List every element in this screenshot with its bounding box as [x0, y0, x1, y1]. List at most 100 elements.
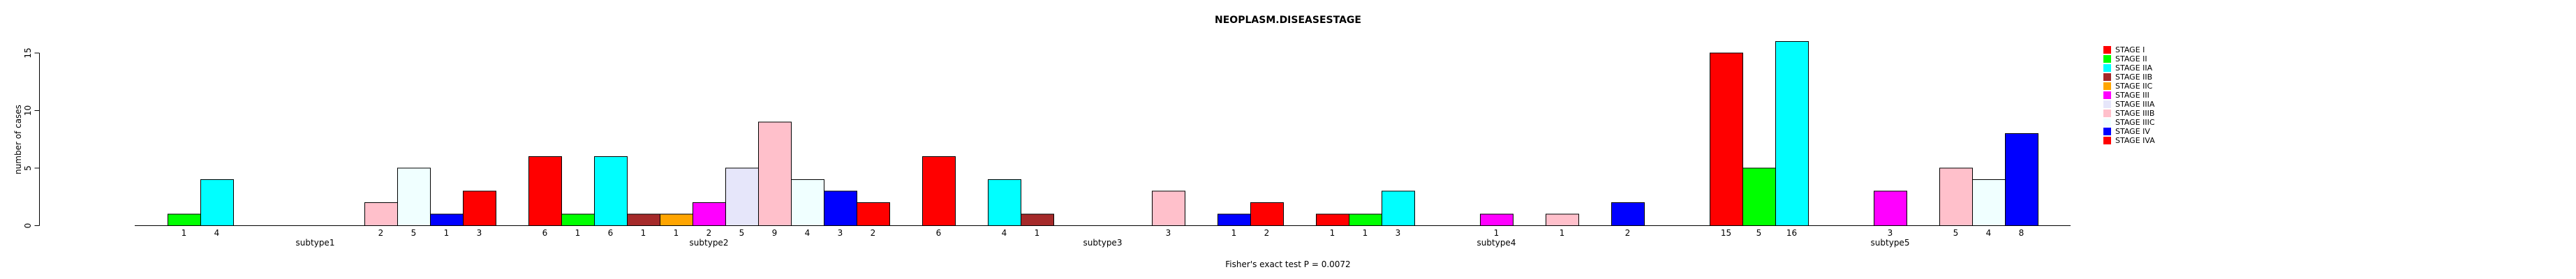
- legend-label: STAGE IIA: [2115, 63, 2153, 73]
- bar-subtype4-stage-ii: [1349, 213, 1382, 226]
- legend-swatch: [2103, 82, 2111, 90]
- bar-value-label: 2: [1625, 228, 1631, 238]
- category-label-subtype2: subtype2: [690, 238, 729, 248]
- bar-subtype5-stage-i: [1710, 52, 1743, 226]
- legend-item-stage-iiib: STAGE IIIB: [2103, 109, 2155, 118]
- legend-swatch: [2103, 119, 2111, 126]
- bar-value-label: 3: [838, 228, 843, 238]
- category-label-subtype3: subtype3: [1083, 238, 1123, 248]
- bar-subtype3-stage-iva: [1250, 202, 1284, 226]
- bar-value-label: 2: [871, 228, 876, 238]
- legend: STAGE I STAGE II STAGE IIA STAGE IIB STAGE I…: [2103, 45, 2155, 145]
- bar-subtype5-stage-iiib: [1939, 167, 1973, 226]
- legend-label: STAGE I: [2115, 45, 2145, 54]
- bar-value-label: 5: [739, 228, 745, 238]
- legend-label: STAGE IVA: [2115, 136, 2155, 145]
- legend-label: STAGE IV: [2115, 127, 2150, 136]
- bar-subtype1-stage-iiib: [364, 202, 398, 226]
- legend-label: STAGE IIIC: [2115, 118, 2155, 127]
- legend-swatch: [2103, 73, 2111, 81]
- bar-subtype2-stage-iva: [857, 202, 890, 226]
- legend-item-stage-iib: STAGE IIB: [2103, 73, 2155, 82]
- bar-subtype2-stage-iv: [824, 190, 857, 226]
- bar-value-label: 1: [1363, 228, 1368, 238]
- bar-value-label: 1: [1330, 228, 1335, 238]
- legend-swatch: [2103, 100, 2111, 108]
- y-axis-tick-label: 0: [23, 223, 33, 229]
- bar-value-label: 3: [1396, 228, 1401, 238]
- legend-item-stage-ii: STAGE II: [2103, 54, 2155, 63]
- bar-value-label: 5: [1756, 228, 1762, 238]
- bar-value-label: 1: [1494, 228, 1500, 238]
- bar-value-label: 1: [575, 228, 581, 238]
- bar-subtype4-stage-iia: [1382, 190, 1415, 226]
- legend-label: STAGE IIIA: [2115, 100, 2155, 109]
- bar-value-label: 6: [542, 228, 548, 238]
- bar-value-label: 6: [936, 228, 942, 238]
- y-axis-tick-label: 15: [23, 47, 33, 58]
- legend-item-stage-iva: STAGE IVA: [2103, 136, 2155, 145]
- bar-subtype1-stage-iiic: [397, 167, 431, 226]
- bar-subtype1-stage-iva: [463, 190, 496, 226]
- bar-subtype3-stage-iia: [988, 179, 1021, 226]
- bar-subtype5-stage-iv: [2005, 133, 2038, 226]
- bar-value-label: 4: [1002, 228, 1007, 238]
- bar-subtype2-stage-i: [528, 156, 562, 226]
- bar-value-label: 15: [1721, 228, 1731, 238]
- legend-item-stage-iic: STAGE IIC: [2103, 82, 2155, 91]
- legend-swatch: [2103, 137, 2111, 144]
- bar-value-label: 1: [444, 228, 450, 238]
- bar-subtype5-stage-iia: [1775, 41, 1809, 226]
- bar-subtype5-stage-iiic: [1972, 179, 2006, 226]
- bar-value-label: 3: [477, 228, 482, 238]
- bar-subtype2-stage-iia: [594, 156, 628, 226]
- bar-value-label: 1: [1560, 228, 1565, 238]
- bar-subtype1-stage-iia: [200, 179, 234, 226]
- bar-value-label: 4: [1986, 228, 1992, 238]
- bar-subtype4-stage-i: [1316, 213, 1349, 226]
- legend-swatch: [2103, 91, 2111, 99]
- legend-label: STAGE IIB: [2115, 73, 2153, 82]
- bar-value-label: 6: [608, 228, 614, 238]
- bar-subtype3-stage-iib: [1021, 213, 1054, 226]
- bar-value-label: 5: [411, 228, 417, 238]
- legend-label: STAGE II: [2115, 54, 2147, 63]
- legend-label: STAGE IIIB: [2115, 109, 2155, 118]
- chart-title: NEOPLASM.DISEASESTAGE: [1215, 15, 1361, 26]
- bar-subtype5-stage-iii: [1874, 190, 1907, 226]
- legend-swatch: [2103, 55, 2111, 63]
- bar-subtype5-stage-ii: [1742, 167, 1776, 226]
- bar-value-label: 2: [378, 228, 384, 238]
- bar-subtype4-stage-iiib: [1546, 213, 1579, 226]
- legend-item-stage-i: STAGE I: [2103, 45, 2155, 54]
- bar-value-label: 2: [706, 228, 712, 238]
- bar-subtype1-stage-iv: [430, 213, 464, 226]
- bar-subtype3-stage-iv: [1217, 213, 1251, 226]
- y-axis-tick-label: 5: [23, 165, 33, 171]
- bar-value-label: 1: [674, 228, 679, 238]
- bar-value-label: 2: [1264, 228, 1270, 238]
- legend-item-stage-iiia: STAGE IIIA: [2103, 100, 2155, 109]
- y-axis-tick-label: 10: [23, 105, 33, 116]
- bar-value-label: 4: [214, 228, 220, 238]
- category-label-subtype4: subtype4: [1477, 238, 1516, 248]
- category-label-subtype5: subtype5: [1871, 238, 1910, 248]
- legend-swatch: [2103, 46, 2111, 54]
- category-label-subtype1: subtype1: [296, 238, 335, 248]
- bar-value-label: 3: [1166, 228, 1171, 238]
- bar-value-label: 8: [2019, 228, 2024, 238]
- bar-subtype2-stage-ii: [561, 213, 595, 226]
- legend-item-stage-iii: STAGE III: [2103, 91, 2155, 100]
- bar-subtype2-stage-iic: [660, 213, 693, 226]
- bar-subtype2-stage-iib: [627, 213, 660, 226]
- bar-value-label: 1: [641, 228, 646, 238]
- y-axis-title: number of cases: [13, 105, 23, 174]
- bar-value-label: 3: [1888, 228, 1893, 238]
- bar-value-label: 9: [772, 228, 778, 238]
- legend-item-stage-iia: STAGE IIA: [2103, 63, 2155, 73]
- bar-value-label: 1: [1035, 228, 1040, 238]
- bar-subtype3-stage-i: [922, 156, 956, 226]
- bar-value-label: 4: [805, 228, 810, 238]
- bar-subtype1-stage-ii: [168, 213, 201, 226]
